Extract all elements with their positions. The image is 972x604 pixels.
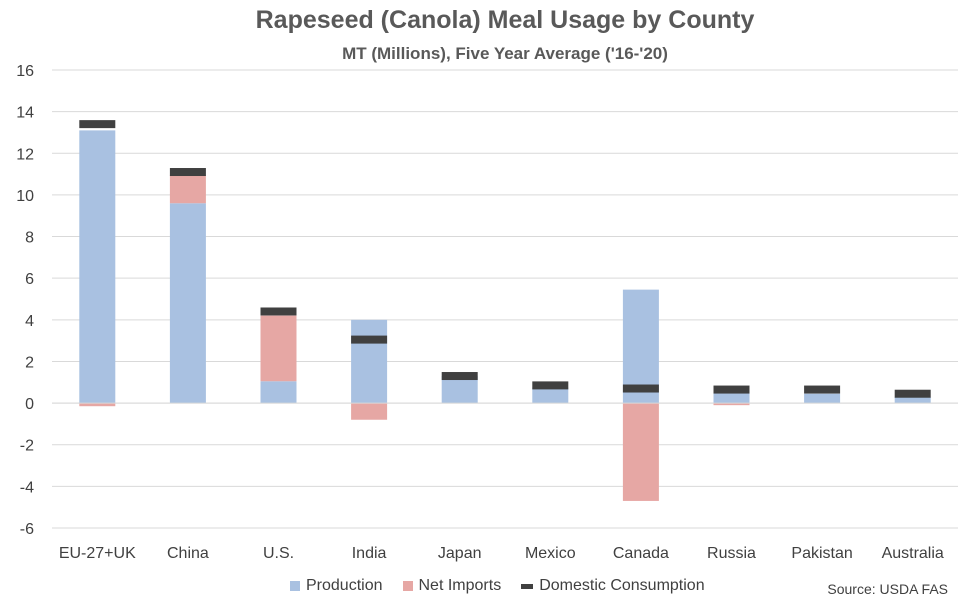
net-imports-bar [351,403,388,420]
production-swatch [290,581,300,591]
net-imports-swatch [402,581,413,591]
chart-title: Rapeseed (Canola) Meal Usage by County [255,6,755,34]
production-bar [532,387,569,404]
x-tick-label: Russia [707,545,756,562]
y-tick-label: -6 [20,521,34,538]
net-imports-bar [713,403,750,406]
domestic-consumption-swatch [521,583,534,589]
production-bar [713,391,750,404]
production-bar [804,393,841,404]
x-tick-label: Japan [438,545,482,562]
y-tick-label: -2 [20,438,34,455]
production-bar [441,376,478,404]
x-tick-label: Pakistan [791,545,852,562]
production-bar [351,319,388,404]
x-tick-label: Canada [613,545,669,562]
domestic-consumption-marker [260,307,297,316]
y-tick-label: 4 [25,313,34,330]
y-tick-label: -4 [20,479,34,496]
x-tick-label: India [352,545,387,562]
y-tick-label: 0 [25,396,34,413]
legend-label-domestic-consumption: Domestic Consumption [539,577,705,594]
legend-item-production: Production [290,577,383,595]
y-tick-label: 2 [25,354,34,371]
y-tick-label: 16 [16,63,34,80]
net-imports-bar [169,175,206,204]
domestic-consumption-marker [79,120,116,129]
y-tick-label: 12 [16,146,34,163]
chart-subtitle: MT (Millions), Five Year Average ('16-'2… [342,44,668,63]
x-tick-label: China [167,545,209,562]
production-bar [169,203,206,404]
domestic-consumption-marker [441,372,478,381]
x-tick-label: Australia [882,545,944,562]
y-tick-label: 10 [16,188,34,205]
domestic-consumption-marker [622,384,659,393]
source-note: Source: USDA FAS [827,581,948,597]
production-bar [79,130,116,404]
y-tick-label: 14 [16,105,34,122]
domestic-consumption-marker [169,168,206,177]
x-tick-label: Mexico [525,545,576,562]
net-imports-bar [79,403,116,407]
domestic-consumption-marker [713,385,750,394]
y-tick-label: 6 [25,271,34,288]
domestic-consumption-marker [804,385,841,394]
domestic-consumption-marker [351,335,388,344]
x-tick-label: U.S. [263,545,294,562]
net-imports-bar [622,403,659,501]
production-bar [894,396,931,404]
domestic-consumption-marker [894,389,931,398]
x-tick-label: EU-27+UK [59,545,136,562]
legend-item-domestic-consumption: Domestic Consumption [521,577,705,595]
legend-item-net-imports: Net Imports [402,577,502,595]
y-tick-label: 8 [25,230,34,247]
production-bar [260,381,297,404]
legend-label-production: Production [306,577,383,594]
legend-label-net-imports: Net Imports [418,577,502,594]
production-bar [622,289,659,404]
net-imports-bar [260,315,297,382]
domestic-consumption-marker [532,381,569,390]
legend: Production Net Imports Domestic Consumpt… [290,577,725,595]
